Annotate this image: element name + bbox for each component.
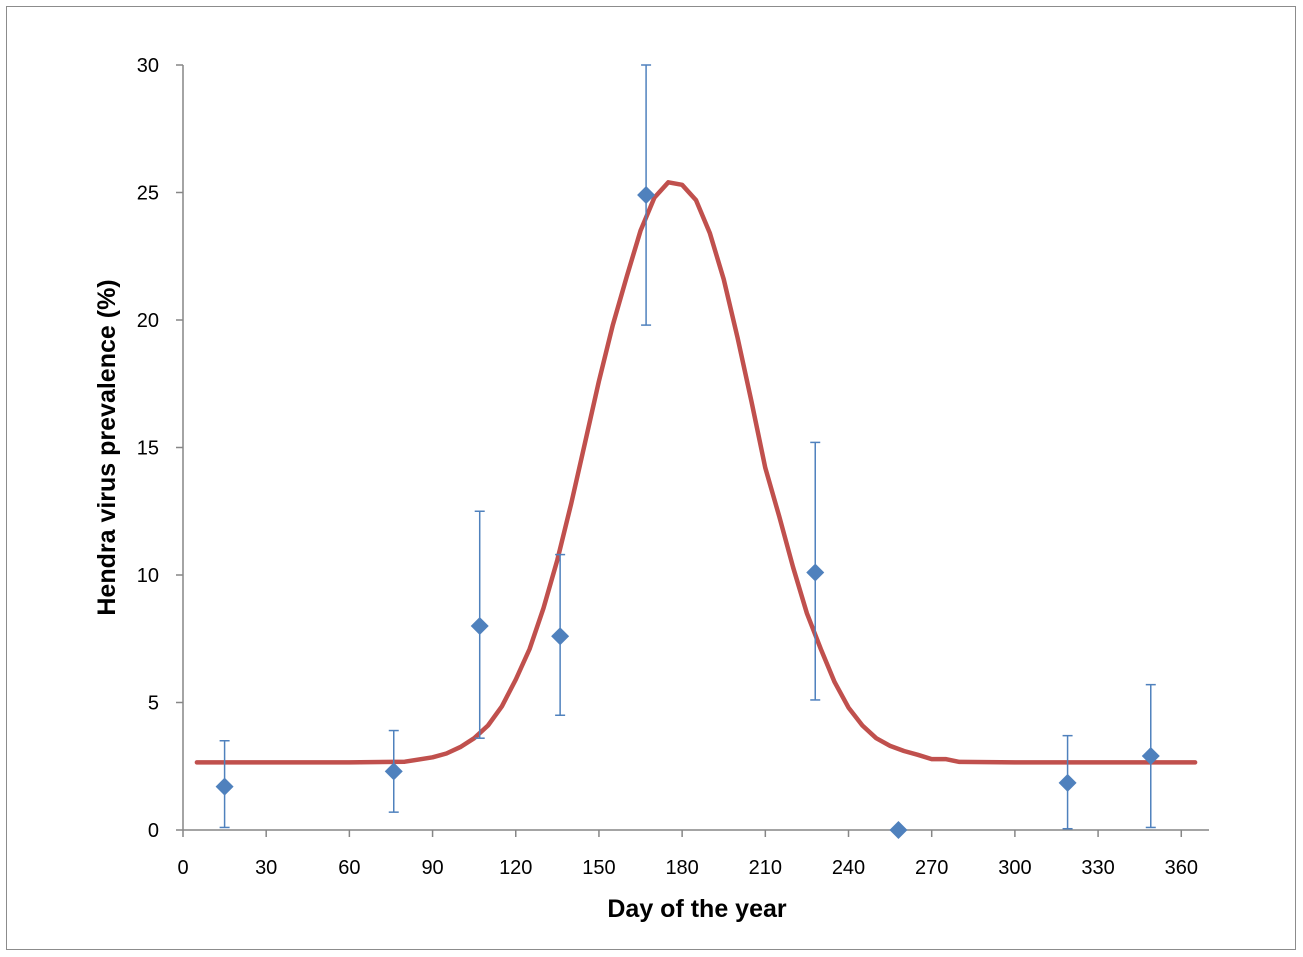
x-tick-label: 150	[582, 857, 615, 879]
y-tick-label: 30	[137, 55, 159, 77]
data-points-layer	[215, 64, 1160, 839]
data-point	[1141, 747, 1160, 766]
data-point	[806, 563, 825, 582]
x-tick-label: 270	[915, 857, 948, 879]
y-tick-label: 0	[148, 820, 159, 842]
x-tick-label: 360	[1165, 857, 1198, 879]
x-tick-label: 210	[749, 857, 782, 879]
data-point	[889, 821, 908, 839]
x-tick-label: 0	[177, 857, 188, 879]
y-axis-title: Hendra virus prevalence (%)	[93, 279, 121, 615]
x-tick-label: 300	[998, 857, 1031, 879]
x-tick-label: 120	[499, 857, 532, 879]
y-tick-label: 5	[148, 693, 159, 715]
fitted-curve-layer	[194, 180, 1198, 765]
x-axis-title: Day of the year	[607, 895, 787, 923]
data-point	[1058, 773, 1077, 792]
data-point	[551, 627, 570, 646]
data-point	[637, 186, 656, 205]
y-tick-label: 10	[137, 565, 159, 587]
x-tick-label: 60	[338, 857, 360, 879]
y-tick-label: 20	[137, 310, 159, 332]
chart-frame	[6, 6, 1296, 950]
x-tick-label: 330	[1081, 857, 1114, 879]
y-tick-label: 15	[137, 438, 159, 460]
data-point	[470, 617, 489, 635]
fitted-curve	[194, 180, 1198, 765]
y-tick-label: 25	[137, 183, 159, 205]
x-tick-label: 90	[421, 857, 443, 879]
data-point	[215, 777, 234, 796]
x-tick-label: 240	[832, 857, 865, 879]
x-tick-label: 30	[255, 857, 277, 879]
data-point	[384, 762, 403, 781]
x-tick-label: 180	[665, 857, 698, 879]
